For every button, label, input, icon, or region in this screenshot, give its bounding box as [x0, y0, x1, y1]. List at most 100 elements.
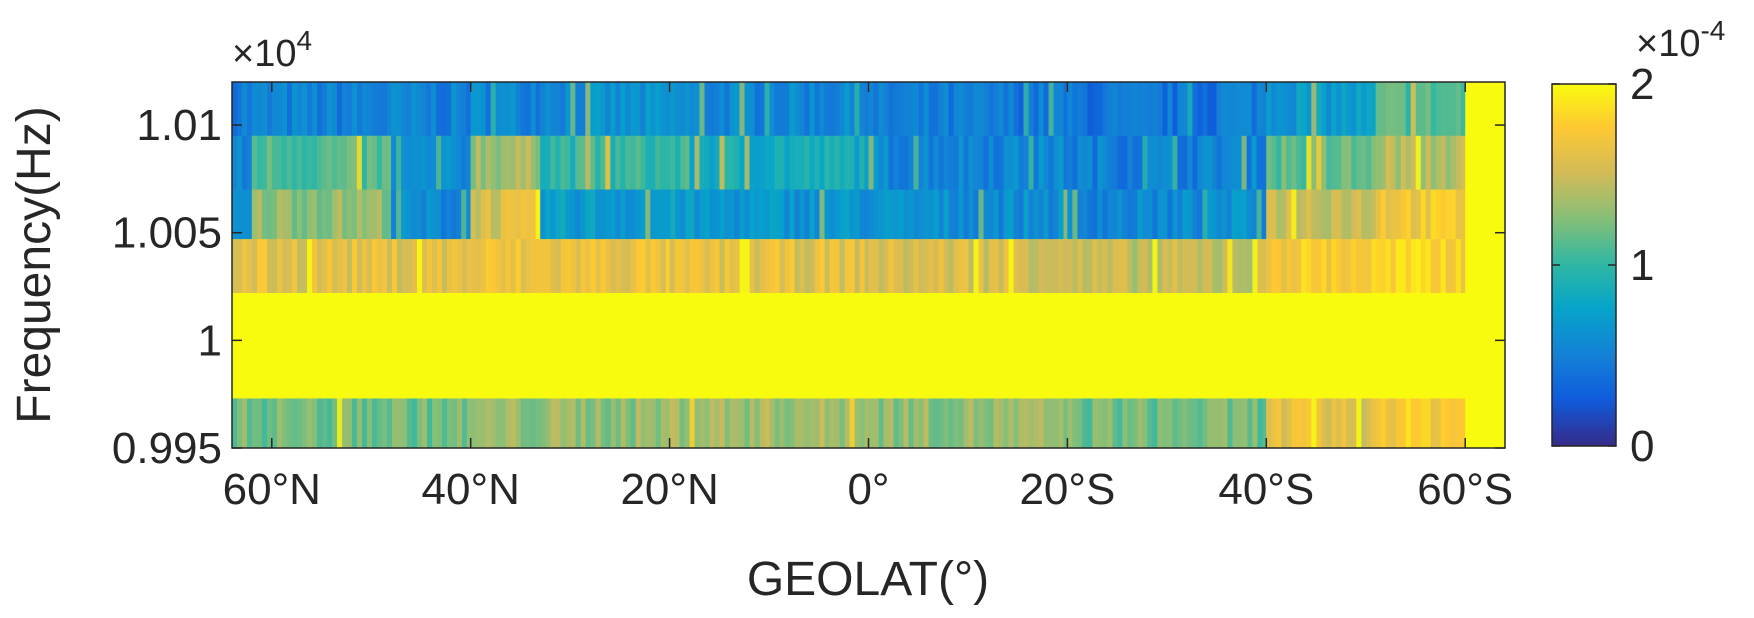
heatmap-strip [515, 239, 521, 294]
heatmap-strip [590, 189, 596, 240]
heatmap-strip [495, 398, 501, 448]
heatmap-strip [490, 82, 496, 137]
heatmap-strip [540, 82, 546, 137]
heatmap-strip [993, 398, 999, 448]
heatmap-strip [839, 189, 845, 240]
heatmap-strip [1291, 135, 1297, 191]
heatmap-strip [366, 189, 373, 240]
heatmap-strip [854, 239, 860, 294]
heatmap-strip [247, 135, 253, 191]
heatmap-strip [625, 82, 631, 137]
heatmap-strip [878, 82, 884, 137]
heatmap-strip [1246, 189, 1252, 240]
heatmap-strip [630, 239, 636, 294]
heatmap-strip [1232, 398, 1238, 448]
heatmap-strip [257, 82, 263, 137]
colorbar-tick-label: 2 [1630, 60, 1654, 109]
heatmap-strip [1177, 82, 1183, 137]
heatmap-strip [1390, 135, 1397, 191]
heatmap-strip [580, 239, 586, 294]
heatmap-strip [1400, 82, 1407, 137]
heatmap-strip [859, 398, 865, 448]
heatmap-strip [475, 135, 481, 191]
heatmap-strip [361, 189, 368, 240]
heatmap-strip [1221, 135, 1227, 191]
heatmap-strip [1415, 398, 1422, 448]
heatmap-strip [560, 82, 566, 137]
heatmap-strip [630, 398, 636, 448]
heatmap-strip [635, 189, 641, 240]
heatmap-strip [1435, 398, 1442, 448]
heatmap-strip [1058, 239, 1064, 294]
heatmap-strip [1415, 135, 1422, 191]
heatmap-strip [1450, 189, 1457, 240]
heatmap-strip [1077, 189, 1083, 240]
heatmap-strip [1013, 398, 1019, 448]
heatmap-strip [525, 398, 531, 448]
heatmap-strip [1450, 398, 1457, 448]
heatmap-strip [739, 82, 745, 137]
heatmap-strip [878, 239, 884, 294]
heatmap-strip [1291, 239, 1297, 294]
heatmap-strip [535, 135, 541, 191]
heatmap-strip [998, 135, 1004, 191]
heatmap-strip [1197, 189, 1203, 240]
x-tick-label: 20°S [1019, 465, 1115, 514]
heatmap-strip [694, 135, 700, 191]
heatmap-strip [923, 82, 929, 137]
heatmap-strip [1117, 189, 1123, 240]
heatmap-strip [948, 82, 954, 137]
heatmap-strip [1152, 189, 1158, 240]
heatmap-strip [377, 82, 383, 137]
heatmap-strip [834, 82, 840, 137]
heatmap-strip [490, 398, 496, 448]
heatmap-strip [1162, 398, 1168, 448]
heatmap-strip [301, 189, 308, 240]
heatmap-strip [422, 398, 428, 448]
heatmap-strip [1395, 239, 1402, 294]
heatmap-strip [834, 189, 840, 240]
heatmap-strip [1033, 398, 1039, 448]
heatmap-strip [585, 82, 591, 137]
heatmap-strip [1107, 189, 1113, 240]
heatmap-strip [1252, 398, 1258, 448]
heatmap-strip [1222, 398, 1228, 448]
heatmap-strip [1028, 82, 1034, 137]
heatmap-strip [1435, 135, 1442, 191]
heatmap-strip [709, 189, 715, 240]
heatmap-strip [282, 239, 288, 294]
heatmap-strip [461, 82, 467, 137]
heatmap-strip [426, 82, 432, 137]
heatmap-strip [1038, 189, 1044, 240]
heatmap-strip [332, 398, 338, 448]
heatmap-strip [1202, 239, 1208, 294]
heatmap-strip [913, 82, 919, 137]
heatmap-cell-b3-s7 [1465, 239, 1505, 294]
heatmap-strip [530, 398, 536, 448]
heatmap-strip [1197, 82, 1203, 137]
heatmap-strip [1063, 189, 1068, 240]
heatmap-strip [1286, 189, 1292, 240]
heatmap-strip [873, 82, 879, 137]
heatmap-strip [754, 239, 760, 294]
heatmap-strip [963, 82, 969, 137]
heatmap-strip [779, 239, 785, 294]
heatmap-strip [759, 239, 765, 294]
heatmap-strip [580, 135, 586, 191]
heatmap-strip [888, 135, 894, 191]
heatmap-strip [764, 135, 770, 191]
heatmap-strip [873, 135, 879, 191]
heatmap-strip [1067, 239, 1073, 294]
heatmap-strip [297, 239, 303, 294]
heatmap-strip [704, 135, 710, 191]
heatmap-strip [595, 189, 601, 240]
heatmap-strip [1157, 135, 1163, 191]
heatmap-strip [684, 239, 690, 294]
heatmap-strip [1122, 189, 1128, 240]
heatmap-strip [292, 398, 298, 448]
heatmap-strip [1043, 189, 1049, 240]
heatmap-strip [675, 189, 681, 240]
heatmap-strip [1226, 189, 1232, 240]
heatmap-strip [1008, 239, 1014, 294]
heatmap-strip [983, 398, 989, 448]
